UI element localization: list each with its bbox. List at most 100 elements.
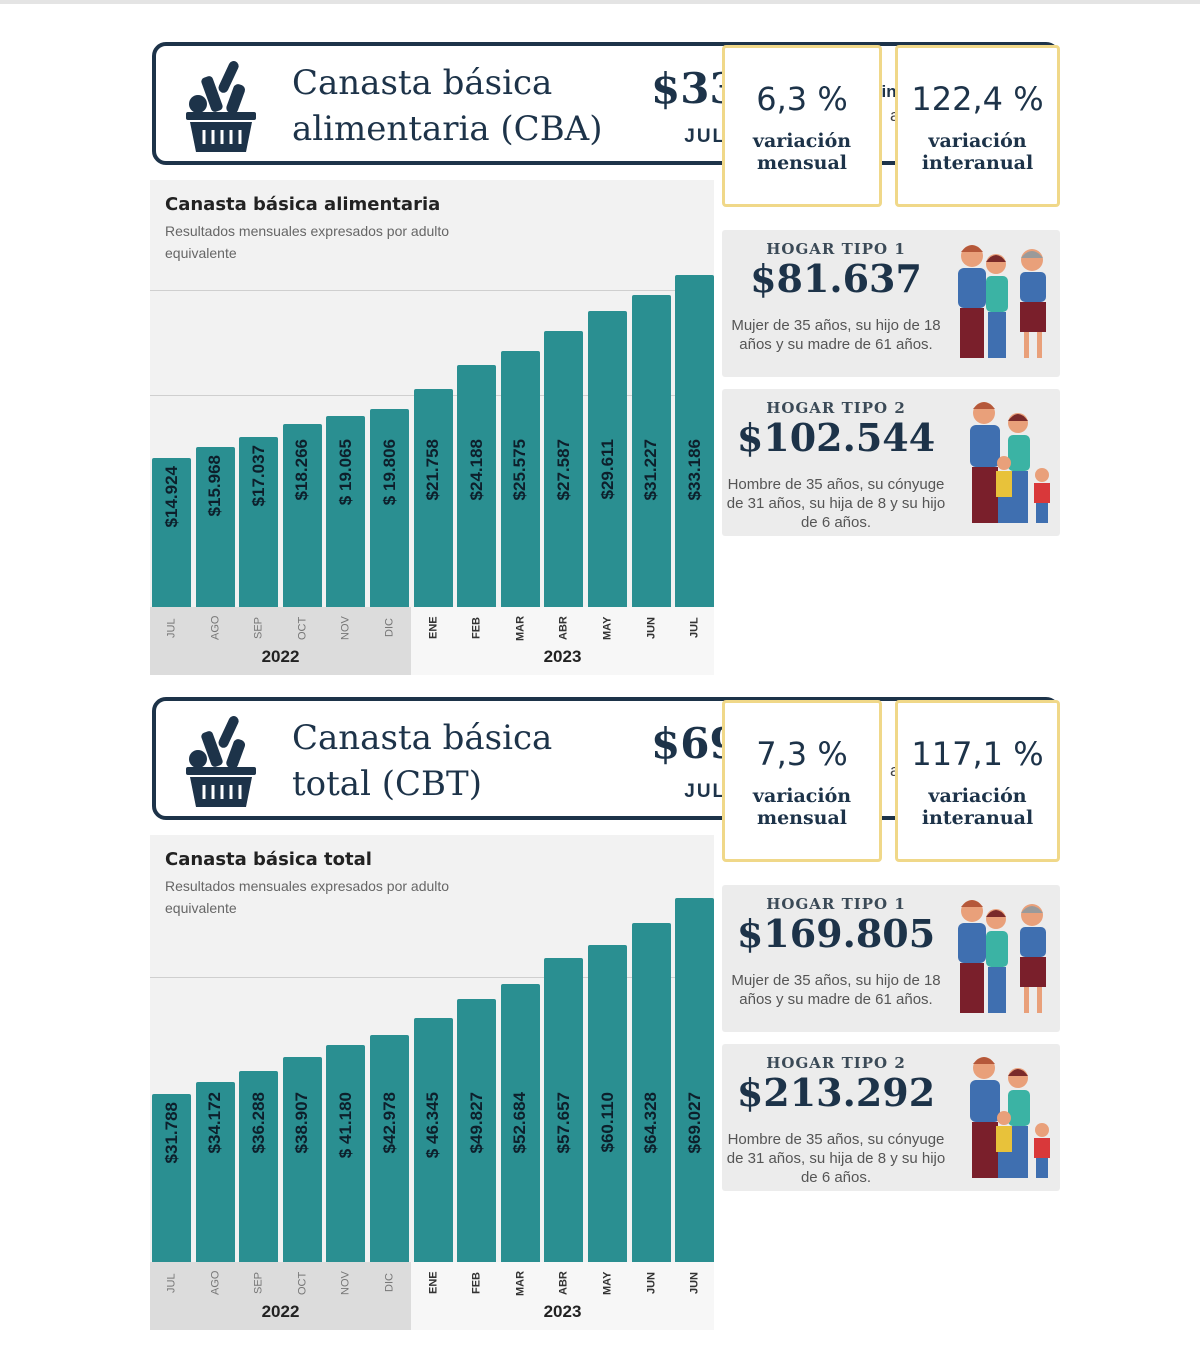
title-line-1: Canasta básica <box>292 718 553 758</box>
stat-value: 6,3 % <box>756 80 848 118</box>
basket-icon <box>186 716 256 807</box>
bar-dic: $ 19.806 <box>370 408 409 607</box>
title-line-1: Canasta básica <box>292 63 553 103</box>
household-value: $169.805 <box>736 911 936 956</box>
month-tick-label: ENE <box>427 1271 440 1295</box>
bar-jul: $33.186 <box>675 275 715 607</box>
bar-mar: $25.575 <box>500 351 540 607</box>
title-line-2: alimentaria (CBA) <box>292 109 603 149</box>
chart-subtitle: Resultados mensuales expresados por adul… <box>165 878 450 916</box>
bar-value-label: $21.758 <box>423 438 443 501</box>
month-tick-label: JUN <box>688 1272 701 1295</box>
month-tick-label: FEB <box>470 617 483 639</box>
bar-feb: $49.827 <box>457 999 497 1262</box>
bar-value-label: $52.684 <box>510 1091 530 1154</box>
month-tick-label: DIC <box>383 1273 396 1293</box>
bar-value-label: $ 19.806 <box>379 438 399 506</box>
chart-title: Canasta básica total <box>165 849 372 870</box>
month-tick-label: NOV <box>339 1271 352 1295</box>
bar-value-label: $18.266 <box>292 438 312 501</box>
bar-ene: $21.758 <box>413 389 453 607</box>
month-tick-label: SEP <box>252 1272 265 1295</box>
bar-jun: $69.027 <box>675 897 715 1262</box>
household-type-1-card: HOGAR TIPO 1 $169.805 Mujer de 35 años, … <box>722 885 1060 1032</box>
bar-value-label: $ 41.180 <box>335 1091 355 1159</box>
month-tick-label: OCT <box>296 1271 309 1295</box>
month-tick-label: SEP <box>252 617 265 640</box>
month-tick-label: ENE <box>427 616 440 640</box>
month-tick-label: JUL <box>165 618 178 638</box>
month-tick-label: MAR <box>514 1270 527 1296</box>
bar-jul: $14.924 <box>152 457 191 607</box>
bar-chart: Canasta básica total Resultados mensuale… <box>150 835 715 1330</box>
month-tick-label: OCT <box>296 616 309 640</box>
bar-nov: $ 19.065 <box>326 416 366 607</box>
bar-abr: $27.587 <box>544 331 584 607</box>
month-tick-label: NOV <box>339 616 352 640</box>
bar-value-label: $38.907 <box>292 1091 312 1154</box>
household-description: Mujer de 35 años, su hijo de 18 años y s… <box>731 317 941 353</box>
month-tick-label: FEB <box>470 1272 483 1294</box>
month-tick-label: ABR <box>557 616 570 640</box>
stat-label: variación interanual <box>921 785 1034 829</box>
bar-jun: $64.328 <box>631 922 671 1262</box>
bar-value-label: $57.657 <box>553 1091 573 1154</box>
bar-value-label: $29.611 <box>597 438 617 500</box>
bar-ene: $ 46.345 <box>413 1017 453 1262</box>
bar-value-label: $42.978 <box>379 1091 399 1154</box>
stat-value: 7,3 % <box>756 735 848 773</box>
bar-may: $60.110 <box>588 944 627 1262</box>
household-title: HOGAR TIPO 1 <box>766 240 906 258</box>
bar-ago: $15.968 <box>195 447 235 607</box>
bar-oct: $38.907 <box>282 1056 322 1262</box>
stat-label: variación interanual <box>921 130 1034 174</box>
month-tick-label: DIC <box>383 618 396 638</box>
gridline <box>150 290 714 291</box>
stat-monthly-variation: 6,3 % variación mensual <box>722 45 882 207</box>
family-type1-icon <box>958 900 1046 1013</box>
bar-ago: $34.172 <box>195 1081 235 1262</box>
stat-value: 122,4 % <box>911 80 1044 118</box>
bar-sep: $17.037 <box>239 436 279 607</box>
stat-label: variación mensual <box>752 785 852 829</box>
bar-value-label: $15.968 <box>205 455 225 517</box>
bar-jun: $31.227 <box>631 294 671 607</box>
stat-monthly-variation: 7,3 % variación mensual <box>722 700 882 862</box>
bar-chart: Canasta básica alimentaria Resultados me… <box>150 180 715 675</box>
month-tick-label: MAY <box>601 1271 614 1295</box>
household-description: Hombre de 35 años, su cónyuge de 31 años… <box>726 1131 946 1186</box>
bar-value-label: $36.288 <box>248 1091 268 1154</box>
household-value: $213.292 <box>736 1070 936 1115</box>
family-type1-icon <box>958 245 1046 358</box>
month-tick-label: MAR <box>514 615 527 641</box>
household-title: HOGAR TIPO 2 <box>766 1054 906 1072</box>
bar-nov: $ 41.180 <box>326 1044 366 1262</box>
gridline <box>150 977 714 979</box>
year-band-2023 <box>411 607 714 675</box>
basket-title: Canasta básica total (CBT) <box>292 715 552 807</box>
family-type2-icon <box>970 402 1050 523</box>
bar-mar: $52.684 <box>500 984 540 1262</box>
household-type-2-card: HOGAR TIPO 2 $213.292 Hombre de 35 años,… <box>722 1044 1060 1191</box>
year-band-2022 <box>150 607 411 675</box>
bar-value-label: $60.110 <box>597 1091 617 1153</box>
basket-icon <box>186 61 256 152</box>
family-type2-icon <box>970 1057 1050 1178</box>
bar-abr: $57.657 <box>544 957 584 1262</box>
year-label-2023: 2023 <box>543 1302 582 1321</box>
bar-oct: $18.266 <box>282 424 322 607</box>
bar-sep: $36.288 <box>239 1070 279 1262</box>
bar-value-label: $33.186 <box>684 438 704 501</box>
bar-value-label: $34.172 <box>205 1091 225 1154</box>
month-tick-label: JUL <box>165 1273 178 1293</box>
household-title: HOGAR TIPO 1 <box>766 895 906 913</box>
bar-feb: $24.188 <box>457 365 497 607</box>
stat-label: variación mensual <box>752 130 852 174</box>
basket-title: Canasta básica alimentaria (CBA) <box>292 60 603 152</box>
household-description: Mujer de 35 años, su hijo de 18 años y s… <box>731 972 941 1008</box>
year-band-2023 <box>411 1262 714 1330</box>
month-tick-label: JUL <box>688 617 701 639</box>
bar-value-label: $64.328 <box>641 1091 661 1154</box>
